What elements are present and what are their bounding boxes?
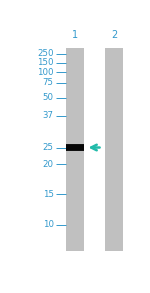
Text: 75: 75 xyxy=(43,79,54,88)
Bar xyxy=(66,145,84,150)
Bar xyxy=(66,47,84,251)
Text: 150: 150 xyxy=(37,58,54,67)
Text: 10: 10 xyxy=(43,220,54,229)
Text: 100: 100 xyxy=(37,68,54,77)
Bar xyxy=(105,47,123,251)
Bar xyxy=(66,144,84,151)
Text: 20: 20 xyxy=(43,160,54,169)
Text: 1: 1 xyxy=(72,30,78,40)
Text: 37: 37 xyxy=(43,111,54,120)
Text: 250: 250 xyxy=(37,49,54,58)
Text: 25: 25 xyxy=(43,143,54,152)
Text: 50: 50 xyxy=(43,93,54,102)
Text: 2: 2 xyxy=(111,30,117,40)
Text: 15: 15 xyxy=(43,190,54,199)
